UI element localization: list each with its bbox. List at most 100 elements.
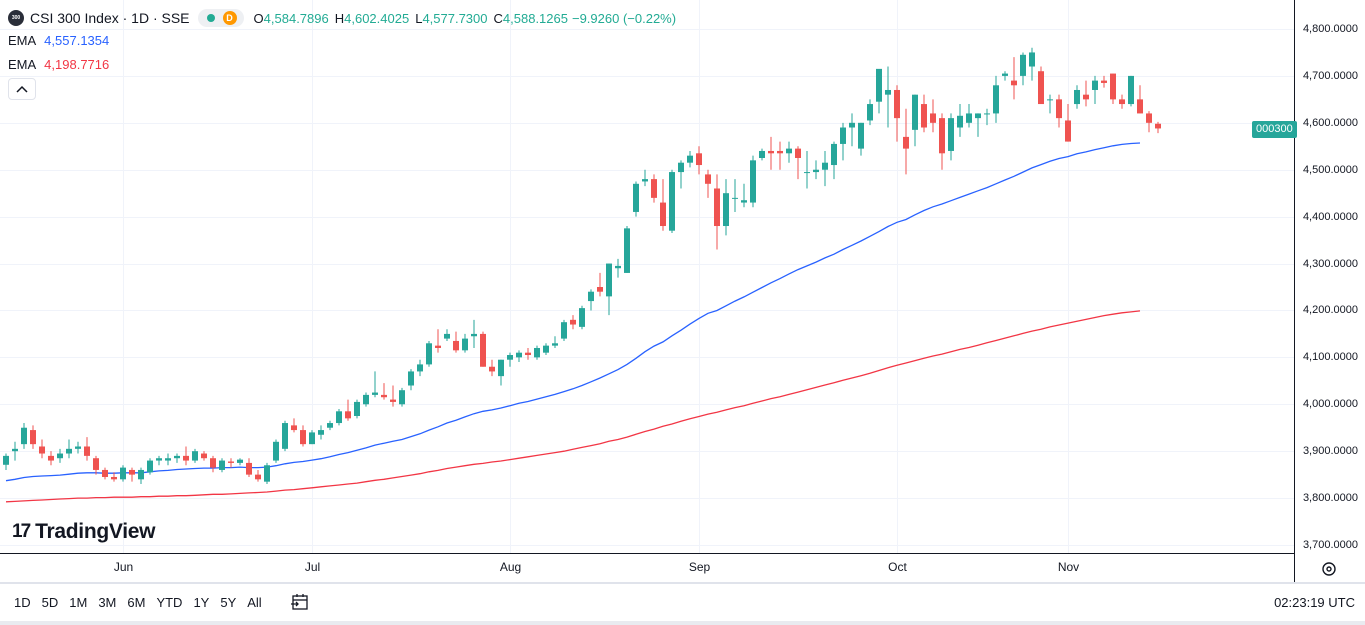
candle-body (1101, 80, 1107, 83)
candle-body (426, 343, 432, 365)
candle-down (390, 385, 396, 407)
range-button-1m[interactable]: 1M (69, 595, 88, 610)
collapse-legend-button[interactable] (8, 78, 36, 100)
candle-up (822, 150, 828, 187)
candle-up (642, 169, 648, 187)
candle-body (534, 347, 540, 358)
range-button-1y[interactable]: 1Y (193, 595, 210, 610)
range-button-5y[interactable]: 5Y (220, 595, 237, 610)
market-status-pill[interactable]: D (197, 9, 244, 27)
candle-up (273, 439, 279, 463)
candle-up (1002, 71, 1008, 81)
candle-down (129, 467, 135, 482)
ema-slow-row[interactable]: EMA 4,198.7716 (8, 57, 109, 72)
candle-body (444, 333, 450, 339)
range-button-6m[interactable]: 6M (127, 595, 146, 610)
candle-body (408, 371, 414, 386)
price-axis-label: 4,400.0000 (1302, 210, 1358, 223)
range-button-all[interactable]: All (247, 595, 262, 610)
candle-up (336, 408, 342, 426)
candle-body (1074, 89, 1080, 105)
candle-body (696, 153, 702, 166)
candle-up (579, 305, 585, 330)
candle-down (291, 418, 297, 433)
candle-body (1056, 99, 1062, 119)
tradingview-logo[interactable]: 17 TradingView (12, 520, 155, 544)
candle-up (957, 104, 963, 137)
price-axis-label: 3,900.0000 (1302, 444, 1358, 457)
candle-body (894, 89, 900, 119)
candle-body (165, 458, 171, 461)
ema-fast-row[interactable]: EMA 4,557.1354 (8, 33, 109, 48)
ema-lines (5, 142, 1141, 503)
candle-body (1137, 99, 1143, 114)
time-axis-label: Sep (688, 560, 711, 574)
candle-up (948, 113, 954, 161)
candle-body (525, 352, 531, 356)
range-button-5d[interactable]: 5D (41, 595, 59, 610)
candle-up (354, 399, 360, 419)
range-button-ytd[interactable]: YTD (156, 595, 183, 610)
candle-body (1047, 99, 1053, 101)
candle-up (813, 160, 819, 180)
candle-up (1074, 85, 1080, 109)
range-button-1d[interactable]: 1D (14, 595, 31, 610)
candle-up (399, 387, 405, 407)
candle-body (57, 453, 63, 459)
candle-body (75, 446, 81, 449)
candle-down (39, 439, 45, 459)
candle-body (1002, 73, 1008, 76)
candle-up (219, 458, 225, 473)
candle-body (264, 465, 270, 482)
symbol-logo[interactable]: 300 (8, 10, 24, 26)
candle-body (147, 460, 153, 473)
candle-down (246, 458, 252, 477)
ema-fast-value: 4,557.1354 (44, 33, 110, 48)
candle-body (885, 89, 891, 95)
candle-body (939, 118, 945, 154)
candle-body (759, 150, 765, 158)
candle-body (156, 458, 162, 461)
candle-up (543, 343, 549, 356)
candle-body (1155, 123, 1161, 129)
candle-up (237, 458, 243, 466)
candle-body (39, 446, 45, 454)
candle-body (462, 338, 468, 351)
candle-body (975, 113, 981, 119)
open-value: 4,584.7896 (263, 10, 329, 26)
candle-body (678, 162, 684, 173)
candle-body (615, 265, 621, 269)
candle-up (1128, 75, 1134, 107)
go-to-date-icon[interactable] (290, 592, 310, 612)
candle-up (1020, 52, 1026, 86)
candle-up (588, 289, 594, 311)
candle-up (408, 369, 414, 391)
candle-down (525, 347, 531, 360)
price-chart[interactable] (0, 0, 1365, 583)
candle-body (246, 462, 252, 475)
close-value: 4,588.1265 (502, 10, 568, 26)
candle-up (264, 462, 270, 485)
chart-settings-icon[interactable] (1321, 561, 1337, 577)
change-value: −9.9260 (−0.22%) (571, 10, 677, 26)
candle-body (273, 441, 279, 461)
candle-body (1011, 80, 1017, 86)
candle-up (1029, 47, 1035, 81)
candle-body (966, 113, 972, 123)
utc-clock[interactable]: 02:23:19 UTC (1274, 595, 1355, 610)
candle-up (966, 104, 972, 128)
candle-body (3, 455, 9, 465)
candle-down (255, 469, 261, 482)
candle-down (228, 458, 234, 468)
candle-body (705, 174, 711, 184)
candle-body (732, 197, 738, 199)
candle-up (759, 148, 765, 161)
symbol-title[interactable]: CSI 300 Index · 1D · SSE (30, 10, 190, 26)
bottom-toolbar: 1D 5D 1M 3M 6M YTD 1Y 5Y All 02:23:19 UTC (0, 583, 1365, 622)
candle-down (597, 272, 603, 297)
candle-down (1101, 75, 1107, 88)
candle-body (867, 104, 873, 121)
candle-body (1119, 99, 1125, 105)
range-button-3m[interactable]: 3M (98, 595, 117, 610)
delayed-data-icon: D (222, 11, 237, 25)
